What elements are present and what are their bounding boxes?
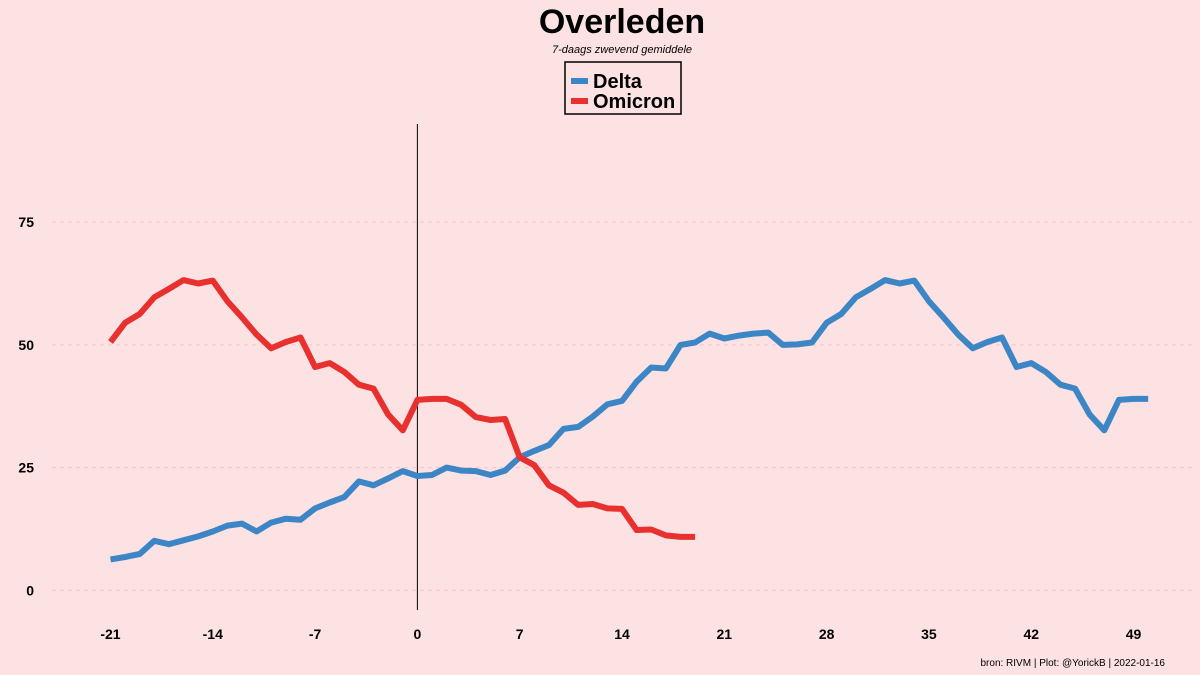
x-tick-label-0: 0 [413, 626, 421, 642]
series-layer [108, 277, 1149, 563]
x-tick-label-neg7: -7 [309, 626, 322, 642]
x-tick-label-7: 7 [516, 626, 524, 642]
x-tick-label-21: 21 [717, 626, 733, 642]
series-line-omicron [108, 277, 696, 540]
x-tick-label-neg21: -21 [100, 626, 120, 642]
legend-swatch-omicron [571, 98, 588, 104]
series-line-delta [110, 277, 1149, 563]
chart-caption: bron: RIVM | Plot: @YorickB | 2022-01-16 [980, 658, 1165, 669]
legend-label-delta: Delta [593, 71, 643, 93]
grid-lines [52, 221, 1192, 591]
x-tick-label-28: 28 [819, 626, 835, 642]
legend-label-omicron: Omicron [593, 91, 675, 113]
legend-box [564, 61, 682, 115]
chart-subtitle: 7-daags zwevend gemiddele [552, 44, 692, 56]
y-tick-label-25: 25 [18, 460, 34, 476]
x-tick-label-49: 49 [1126, 626, 1142, 642]
y-tick-label-0: 0 [26, 582, 34, 598]
x-tick-label-14: 14 [614, 626, 630, 642]
legend: Delta Omicron [564, 61, 682, 115]
axis-tick-labels: 0 25 50 75 -21 -14 -7 0 7 14 21 28 35 42 49 [18, 214, 1141, 642]
y-tick-label-50: 50 [18, 337, 34, 353]
x-tick-label-42: 42 [1023, 626, 1039, 642]
y-tick-label-75: 75 [18, 214, 34, 230]
x-tick-label-neg14: -14 [203, 626, 223, 642]
legend-swatch-delta [571, 78, 588, 84]
chart-title: Overleden [539, 3, 705, 41]
x-tick-label-35: 35 [921, 626, 937, 642]
